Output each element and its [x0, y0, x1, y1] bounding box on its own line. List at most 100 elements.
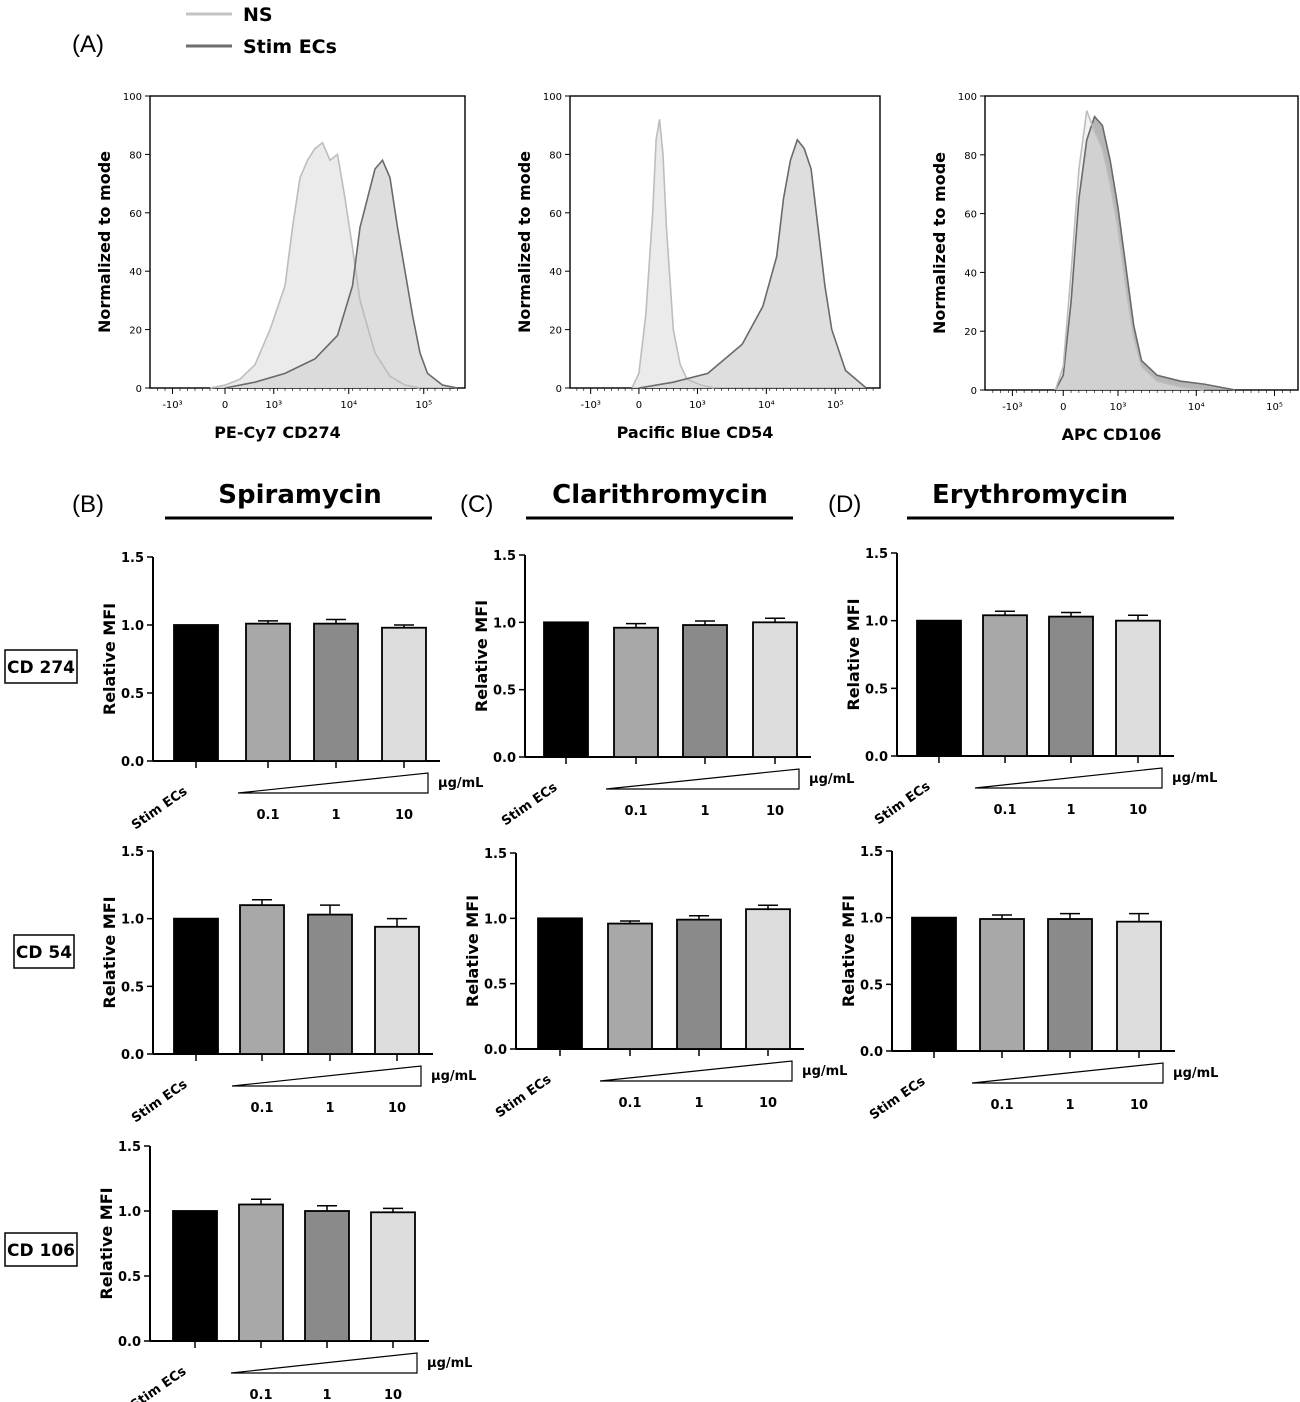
- y-tick-label: 0.0: [121, 755, 144, 770]
- y-tick-label: 1.0: [121, 619, 144, 634]
- y-tick-label: 1.5: [860, 845, 883, 860]
- x-tick-label-concentration: 1: [700, 804, 709, 819]
- y-tick-label: 60: [549, 209, 562, 220]
- bar: [911, 916, 957, 1052]
- x-axis-title: PE-Cy7 CD274: [214, 423, 341, 442]
- y-axis-title: Relative MFI: [97, 1187, 116, 1299]
- y-axis-title: Normalized to mode: [515, 151, 534, 333]
- y-tick-label: 1.5: [493, 549, 516, 564]
- y-tick-label: 60: [129, 209, 142, 220]
- histogram-line-stim: [638, 138, 867, 389]
- bar-chart-spiramycin-cd106: 0.0 0.5 1.0 1.5 Stim ECs μg/mL 0.1 1 10 Relative …: [97, 1140, 472, 1402]
- histogram-line-ns: [209, 141, 421, 389]
- concentration-gradient-triangle: [237, 772, 429, 794]
- x-tick-label-concentration: 10: [395, 808, 413, 823]
- y-tick-label: 40: [549, 267, 562, 278]
- y-tick-label: 0.0: [484, 1043, 507, 1058]
- y-tick-label: 0.0: [860, 1045, 883, 1060]
- bar: [304, 1210, 350, 1342]
- bar-chart-spiramycin-cd54: 0.0 0.5 1.0 1.5 Stim ECs μg/mL 0.1 1 10 Relative …: [100, 845, 476, 1126]
- y-tick-label: 20: [964, 327, 977, 338]
- bar-chart-spiramycin-cd274: 0.0 0.5 1.0 1.5 Stim ECs μg/mL 0.1 1 10 Relative …: [100, 551, 483, 833]
- x-tick-label: -10³: [1002, 402, 1022, 413]
- y-tick-label: 100: [543, 92, 562, 103]
- row-label-cd54-text: CD 54: [16, 943, 72, 963]
- x-tick-label: 10⁴: [758, 400, 775, 411]
- x-axis-title: Pacific Blue CD54: [617, 423, 774, 442]
- x-tick-label-concentration: 0.1: [624, 804, 647, 819]
- bar: [1116, 920, 1162, 1052]
- x-tick-label-concentration: 10: [1129, 803, 1147, 818]
- drug-title-erythromycin: Erythromycin: [932, 480, 1128, 510]
- y-tick-label: 40: [964, 268, 977, 279]
- bar-chart-clarithromycin-cd274: 0.0 0.5 1.0 1.5 Stim ECs μg/mL 0.1 1 10 Relative …: [472, 549, 854, 829]
- x-tick-label-stim: Stim ECs: [867, 1074, 928, 1123]
- histogram-fill-stim: [638, 139, 867, 388]
- bar: [916, 619, 962, 757]
- bar: [607, 922, 653, 1050]
- x-tick-label-concentration: 10: [384, 1388, 402, 1402]
- legend-stim-label: Stim ECs: [243, 36, 337, 58]
- concentration-gradient-triangle: [971, 1062, 1164, 1084]
- y-axis-title: Relative MFI: [463, 895, 482, 1007]
- row-label-cd274-text: CD 274: [7, 658, 75, 678]
- panel-label-b: (B): [72, 491, 104, 518]
- x-axis-title: APC CD106: [1062, 425, 1162, 444]
- plot-frame: [984, 95, 1299, 391]
- y-tick-label: 0.5: [493, 684, 516, 699]
- x-tick-label-concentration: 0.1: [993, 803, 1016, 818]
- bar: [307, 913, 353, 1055]
- concentration-gradient-triangle: [974, 767, 1163, 789]
- bar: [173, 624, 219, 762]
- y-tick-label: 0: [971, 386, 977, 397]
- y-tick-label: 80: [964, 151, 977, 162]
- y-tick-label: 40: [129, 267, 142, 278]
- y-tick-label: 1.5: [121, 845, 144, 860]
- x-tick-label-concentration: 1: [1066, 803, 1075, 818]
- y-tick-label: 0.5: [118, 1270, 141, 1285]
- y-tick-label: 0.0: [493, 751, 516, 766]
- y-tick-label: 0.5: [121, 980, 144, 995]
- bar: [537, 917, 583, 1050]
- bar: [979, 918, 1025, 1052]
- bar-chart-erythromycin-cd274: 0.0 0.5 1.0 1.5 Stim ECs μg/mL 0.1 1 10 Relative …: [844, 547, 1217, 828]
- x-tick-label: 10³: [265, 400, 282, 411]
- x-tick-label: 10³: [1110, 402, 1127, 413]
- x-tick-label-concentration: 10: [388, 1101, 406, 1116]
- y-axis-title: Relative MFI: [100, 603, 119, 715]
- x-tick-label-concentration: 1: [331, 808, 340, 823]
- y-tick-label: 100: [123, 92, 142, 103]
- panel-label-d: (D): [828, 491, 861, 518]
- row-label-cd274: CD 274: [4, 649, 78, 684]
- x-tick-label-concentration: 10: [759, 1096, 777, 1111]
- bar: [1115, 619, 1161, 757]
- x-tick-label-concentration: 0.1: [990, 1098, 1013, 1113]
- y-axis-title: Normalized to mode: [95, 151, 114, 333]
- histogram-fill-stim: [225, 160, 458, 388]
- x-tick-label: 10⁵: [415, 400, 432, 411]
- y-tick-label: 1.0: [118, 1205, 141, 1220]
- y-axis-title: Relative MFI: [844, 598, 863, 710]
- y-tick-label: 0.5: [121, 687, 144, 702]
- y-tick-label: 0: [556, 384, 562, 395]
- y-tick-label: 1.5: [118, 1140, 141, 1155]
- x-tick-label: 10³: [689, 400, 706, 411]
- x-tick-label-concentration: 1: [322, 1388, 331, 1402]
- y-tick-label: 80: [129, 150, 142, 161]
- y-tick-label: 1.5: [121, 551, 144, 566]
- bar: [370, 1211, 416, 1342]
- bar: [1048, 615, 1094, 757]
- concentration-gradient-triangle: [599, 1060, 793, 1082]
- drug-title-clarithromycin: Clarithromycin: [552, 480, 768, 510]
- y-tick-label: 0.0: [118, 1335, 141, 1350]
- y-tick-label: 0.5: [865, 682, 888, 697]
- x-tick-label-stim: Stim ECs: [499, 780, 560, 829]
- x-tick-label-stim: Stim ECs: [128, 1364, 189, 1402]
- panel-label-c: (C): [460, 491, 493, 518]
- x-tick-label-concentration: 1: [694, 1096, 703, 1111]
- x-tick-label-concentration: 1: [1065, 1098, 1074, 1113]
- histogram-cd54: 0 20 40 60 80 100 -10³ 0 10³ 10⁴ 10⁵ Pacific Blue C…: [515, 92, 881, 442]
- histogram-cd106: 0 20 40 60 80 100 -10³ 0 10³ 10⁴ 10⁵ APC CD106 Norma…: [930, 92, 1299, 444]
- x-tick-label: 0: [1060, 402, 1066, 413]
- y-axis-title: Relative MFI: [472, 600, 491, 712]
